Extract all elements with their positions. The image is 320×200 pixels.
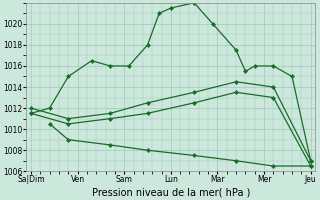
X-axis label: Pression niveau de la mer( hPa ): Pression niveau de la mer( hPa ) (92, 187, 250, 197)
